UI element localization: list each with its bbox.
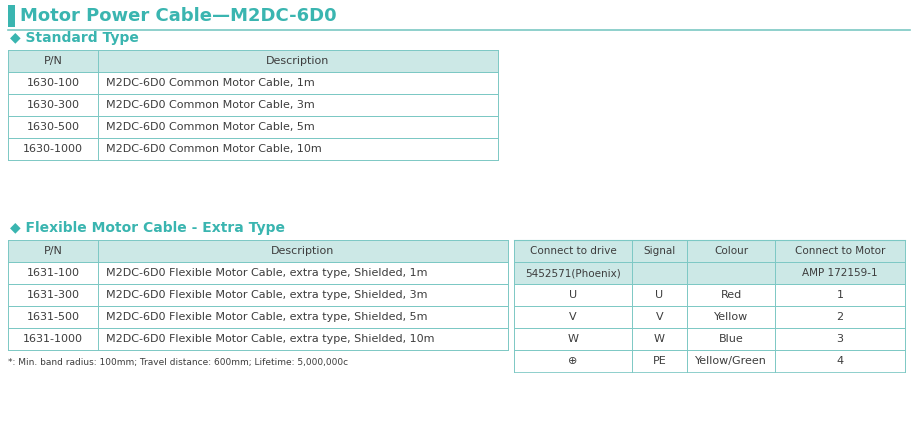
Bar — [8, 116, 498, 138]
Bar — [8, 50, 498, 72]
Text: M2DC-6D0 Flexible Motor Cable, extra type, Shielded, 1m: M2DC-6D0 Flexible Motor Cable, extra typ… — [106, 268, 428, 278]
Text: 2: 2 — [836, 312, 844, 322]
Bar — [8, 262, 508, 284]
Text: Yellow: Yellow — [714, 312, 748, 322]
Text: Signal: Signal — [644, 246, 676, 256]
Bar — [514, 240, 905, 262]
Text: Description: Description — [272, 246, 335, 256]
Bar — [8, 284, 508, 306]
Text: 1630-500: 1630-500 — [27, 122, 80, 132]
Text: W: W — [567, 334, 578, 344]
Text: *: Min. band radius: 100mm; Travel distance: 600mm; Lifetime: 5,000,000c: *: Min. band radius: 100mm; Travel dista… — [8, 358, 348, 367]
Text: V: V — [569, 312, 577, 322]
Text: 3: 3 — [836, 334, 844, 344]
Text: 1631-300: 1631-300 — [27, 290, 80, 300]
Text: 4: 4 — [836, 356, 844, 366]
Text: Connect to Motor: Connect to Motor — [795, 246, 885, 256]
Text: M2DC-6D0 Flexible Motor Cable, extra type, Shielded, 5m: M2DC-6D0 Flexible Motor Cable, extra typ… — [106, 312, 428, 322]
Text: AMP 172159-1: AMP 172159-1 — [802, 268, 878, 278]
Text: Blue: Blue — [719, 334, 744, 344]
Bar — [8, 240, 508, 262]
Bar — [8, 306, 508, 328]
Text: 1631-500: 1631-500 — [27, 312, 80, 322]
Text: M2DC-6D0 Flexible Motor Cable, extra type, Shielded, 3m: M2DC-6D0 Flexible Motor Cable, extra typ… — [106, 290, 428, 300]
Bar — [514, 284, 905, 306]
Text: Description: Description — [266, 56, 330, 66]
Text: M2DC-6D0 Common Motor Cable, 3m: M2DC-6D0 Common Motor Cable, 3m — [106, 100, 315, 110]
Bar — [8, 138, 498, 160]
Text: Red: Red — [721, 290, 742, 300]
Bar — [514, 350, 905, 372]
Text: U: U — [569, 290, 577, 300]
Text: W: W — [654, 334, 665, 344]
Text: 1631-100: 1631-100 — [27, 268, 80, 278]
Text: 1: 1 — [836, 290, 844, 300]
Text: Colour: Colour — [714, 246, 748, 256]
Text: M2DC-6D0 Common Motor Cable, 10m: M2DC-6D0 Common Motor Cable, 10m — [106, 144, 321, 154]
Text: Yellow/Green: Yellow/Green — [695, 356, 767, 366]
Text: ⊕: ⊕ — [568, 356, 577, 366]
Text: P/N: P/N — [43, 246, 62, 256]
Text: M2DC-6D0 Flexible Motor Cable, extra type, Shielded, 10m: M2DC-6D0 Flexible Motor Cable, extra typ… — [106, 334, 434, 344]
Text: Connect to drive: Connect to drive — [530, 246, 616, 256]
Bar — [514, 262, 905, 284]
Bar — [8, 72, 498, 94]
Text: 1630-100: 1630-100 — [27, 78, 80, 88]
Text: ◆ Standard Type: ◆ Standard Type — [10, 31, 139, 45]
Text: M2DC-6D0 Common Motor Cable, 5m: M2DC-6D0 Common Motor Cable, 5m — [106, 122, 315, 132]
Text: 1630-300: 1630-300 — [27, 100, 80, 110]
Text: P/N: P/N — [43, 56, 62, 66]
Bar — [8, 328, 508, 350]
Bar — [8, 5, 15, 27]
Bar — [514, 306, 905, 328]
Bar — [8, 94, 498, 116]
Text: M2DC-6D0 Common Motor Cable, 1m: M2DC-6D0 Common Motor Cable, 1m — [106, 78, 315, 88]
Bar — [514, 328, 905, 350]
Text: Motor Power Cable—M2DC-6D0: Motor Power Cable—M2DC-6D0 — [20, 7, 337, 25]
Text: 1631-1000: 1631-1000 — [23, 334, 83, 344]
Text: PE: PE — [653, 356, 666, 366]
Text: 1630-1000: 1630-1000 — [23, 144, 83, 154]
Text: V: V — [655, 312, 664, 322]
Text: U: U — [655, 290, 664, 300]
Text: 5452571(Phoenix): 5452571(Phoenix) — [525, 268, 621, 278]
Text: ◆ Flexible Motor Cable - Extra Type: ◆ Flexible Motor Cable - Extra Type — [10, 221, 285, 235]
